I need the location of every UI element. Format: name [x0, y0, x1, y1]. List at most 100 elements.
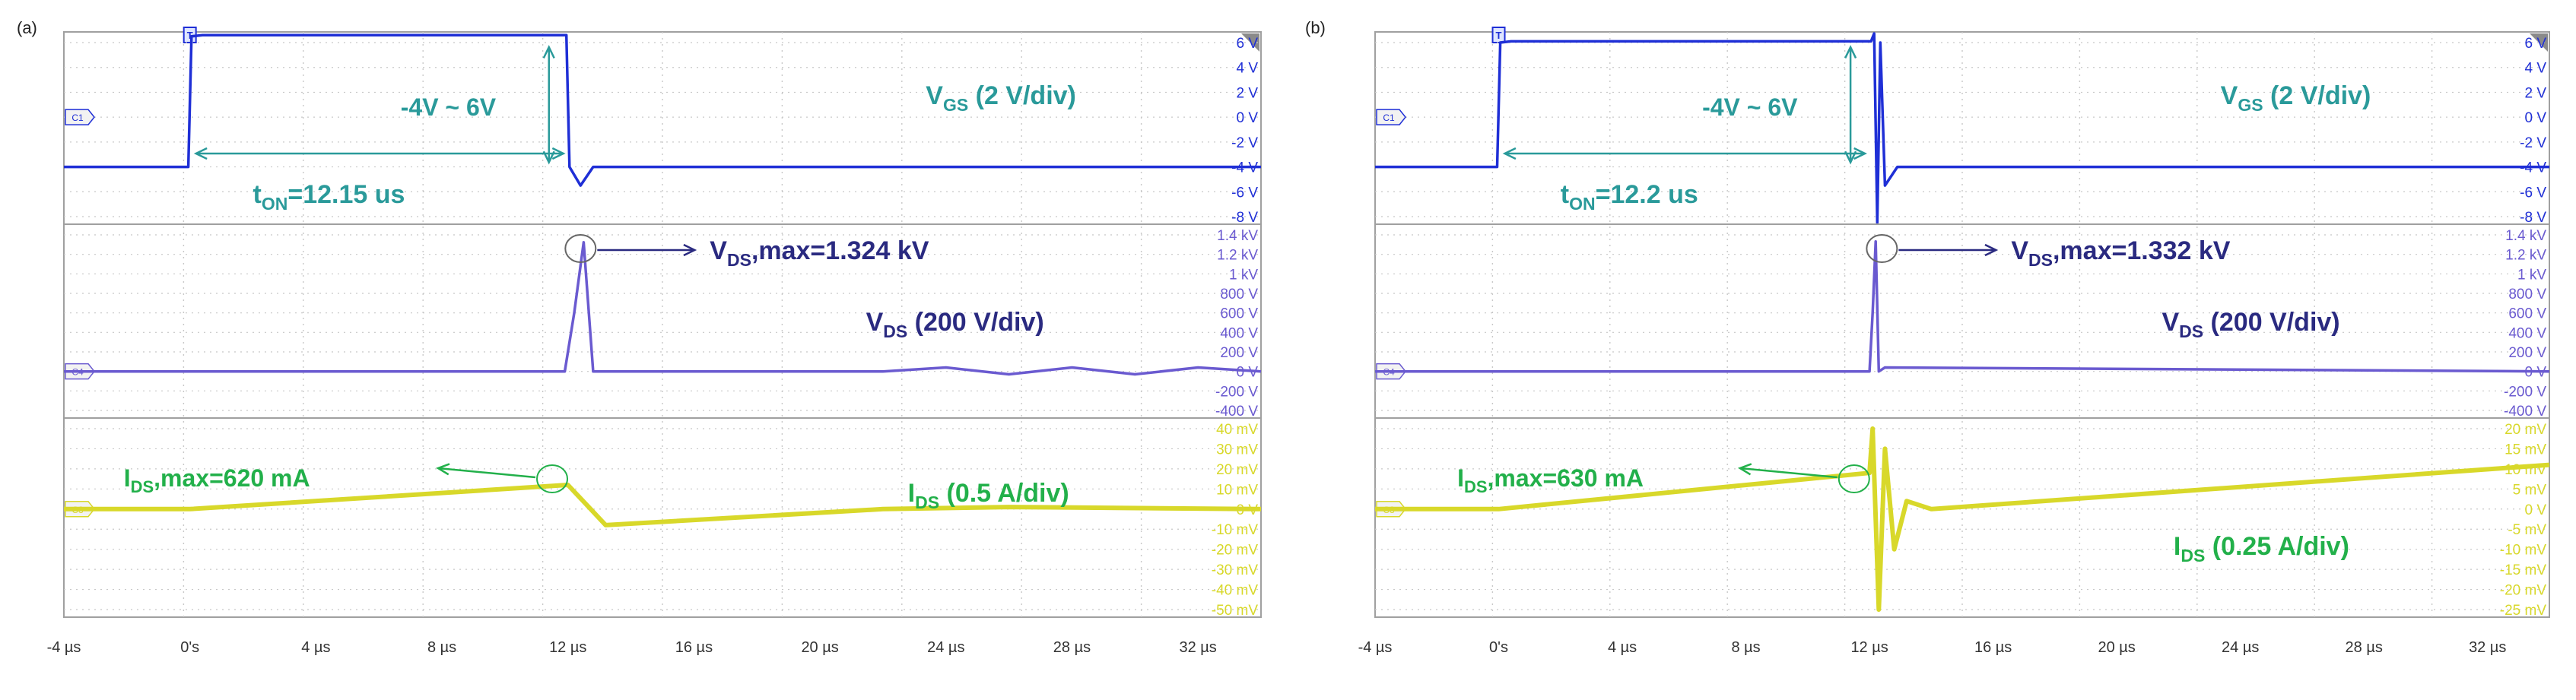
x-tick-label: 28 µs [1053, 639, 1091, 656]
vds-max-arrow-head-0 [1984, 243, 1999, 257]
ton-label: tON=12.2 us [1561, 180, 1698, 214]
x-tick-label: 4 µs [301, 639, 330, 656]
y-tick-label: -6 V [2520, 185, 2546, 201]
trace-ids [1375, 426, 2550, 612]
y-tick-label: 15 mV [2505, 442, 2546, 458]
y-tick-label: 6 V [2524, 36, 2546, 52]
x-tick-label: 24 µs [927, 639, 964, 656]
y-tick-label: -50 mV [1212, 603, 1259, 619]
grid [1491, 32, 2433, 617]
y-tick-label: 600 V [2508, 306, 2546, 322]
y-tick-label: 200 V [1220, 345, 1258, 361]
y-tick-label: -8 V [1231, 210, 1258, 226]
y-tick-label: -8 V [2520, 210, 2546, 226]
ids-max-label: IDS,max=620 mA [124, 464, 310, 496]
vgs-scale-label: VGS (2 V/div) [926, 81, 1076, 115]
y-tick-label: 200 V [2508, 345, 2546, 361]
grid [183, 32, 1142, 617]
x-tick-label: 16 µs [1974, 639, 2012, 656]
trace-vds [1375, 239, 2550, 373]
y-tick-label: 2 V [2524, 85, 2546, 101]
y-tick-label: 4 V [1236, 61, 1258, 77]
vds-scale-label: VDS (200 V/div) [2161, 308, 2339, 341]
ids-peak-circle [536, 464, 569, 493]
ton-label: tON=12.15 us [253, 180, 405, 214]
x-tick-label: -4 µs [1358, 639, 1393, 656]
y-tick-label: 1.2 kV [1217, 248, 1258, 264]
vgs-range-arrow-head-0 [542, 45, 555, 59]
x-axis-ticks: -4 µs 0's 4 µs 8 µs 12 µs 16 µs 20 µs 24 µs 28 µ… [47, 639, 1217, 656]
y-tick-label: 1.2 kV [2505, 248, 2546, 264]
ids-max-arrow-head-0 [1737, 463, 1752, 476]
vds-max-label: VDS,max=1.332 kV [2011, 236, 2230, 270]
vgs-range-label: -4V ~ 6V [1702, 93, 1798, 121]
x-tick-label: 20 µs [801, 639, 838, 656]
vgs-range-label: -4V ~ 6V [401, 93, 497, 121]
vds-max-label: VDS,max=1.324 kV [710, 236, 929, 270]
y-tick-label: 10 mV [1216, 482, 1258, 498]
trigger-marker-label: T [1496, 30, 1502, 41]
y-tick-label: 1 kV [2517, 267, 2546, 283]
ids-scale-label: IDS (0.5 A/div) [908, 479, 1069, 512]
y-tick-label: 600 V [1220, 306, 1258, 322]
channel-marker-icon [1376, 109, 1406, 125]
y-tick-label: -400 V [2504, 404, 2546, 420]
vgs-range-arrow-head-1 [1844, 150, 1857, 165]
y-tick-label: -5 mV [2508, 522, 2546, 538]
vds-scale-label: VDS (200 V/div) [866, 308, 1044, 341]
x-tick-label: 28 µs [2346, 639, 2383, 656]
channel-marker-icon [65, 109, 95, 125]
trace-vgs [1375, 32, 2549, 224]
y-tick-label: 0 V [2524, 502, 2546, 518]
y-tick-label: 1.4 kV [2505, 228, 2546, 244]
x-tick-label: 24 µs [2222, 639, 2259, 656]
panel-b: (b) T -4 µs 0's 4 µs 8 µs 12 µs 16 µs 20 µs 24 µs… [1305, 18, 2550, 656]
y-tick-label: 800 V [1220, 287, 1258, 302]
x-tick-label: 32 µs [2469, 639, 2506, 656]
ids-max-arrow-head-0 [436, 463, 450, 476]
x-tick-label: 20 µs [2098, 639, 2135, 656]
y-tick-label: 20 mV [2505, 422, 2546, 438]
ton-arrow-head-0 [193, 147, 208, 160]
y-tick-label: -400 V [1215, 404, 1258, 420]
y-tick-label: 5 mV [2513, 482, 2547, 498]
panel-label: (b) [1305, 18, 1326, 37]
vds-max-arrow-head-0 [683, 243, 697, 257]
ids-peak-circle [1838, 464, 1870, 493]
y-tick-label: -2 V [1231, 135, 1258, 151]
vgs-range-arrow-head-1 [542, 150, 555, 165]
x-tick-label: 16 µs [675, 639, 713, 656]
y-tick-label: -6 V [1231, 185, 1258, 201]
y-tick-label: -200 V [1215, 384, 1258, 400]
x-tick-label: 4 µs [1608, 639, 1637, 656]
y-tick-label: 6 V [1236, 36, 1258, 52]
vgs-scale-label: VGS (2 V/div) [2221, 81, 2371, 115]
trigger-marker-icon [1491, 27, 1506, 43]
x-tick-label: 12 µs [1850, 639, 1888, 656]
ton-arrow-head-0 [1502, 147, 1517, 160]
ids-max-arrow-shaft [1739, 467, 1838, 479]
ids-scale-label: IDS (0.25 A/div) [2174, 532, 2349, 565]
trace-vgs [64, 33, 1261, 187]
y-tick-label: -200 V [2504, 384, 2546, 400]
y-tick-label: 800 V [2508, 287, 2546, 302]
vds-peak-circle [564, 234, 597, 263]
x-tick-label: 0's [180, 639, 199, 656]
channel-marker-label: C1 [1383, 112, 1395, 123]
y-tick-label: 400 V [1220, 325, 1258, 341]
y-tick-label: 20 mV [1216, 462, 1258, 478]
vds-peak-circle [1866, 234, 1898, 263]
trace-vds [64, 241, 1262, 376]
x-axis-ticks: -4 µs 0's 4 µs 8 µs 12 µs 16 µs 20 µs 24 µs 28 µ… [1358, 639, 2507, 656]
y-tick-label: 0 V [1236, 365, 1258, 381]
trigger-marker-label: T [187, 30, 193, 41]
y-tick-label: -10 mV [1212, 522, 1259, 538]
ton-arrow-head-1 [1853, 147, 1867, 160]
